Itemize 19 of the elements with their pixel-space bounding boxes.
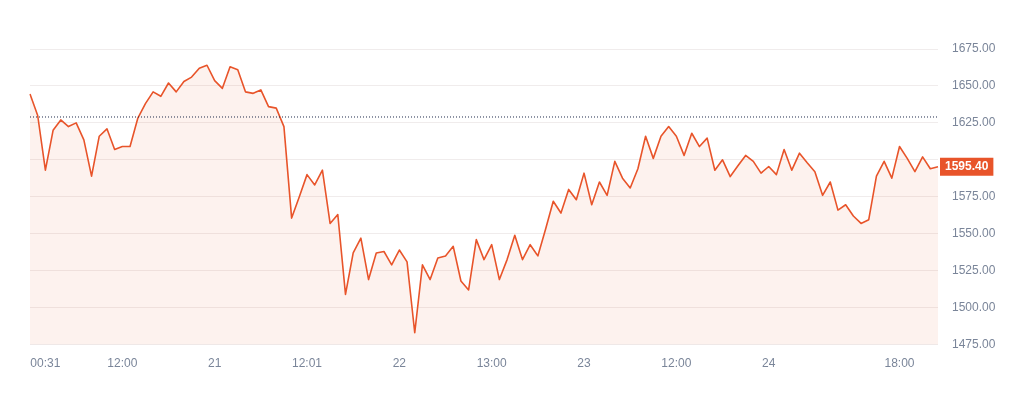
- x-tick-label: 23: [577, 356, 592, 371]
- y-tick-label: 1675.00: [952, 41, 996, 56]
- x-tick-label: 00:31: [30, 356, 61, 371]
- text: 1595.40: [945, 158, 989, 173]
- x-tick-label: 12:00: [661, 356, 692, 371]
- x-tick-label: 21: [208, 356, 222, 371]
- y-tick-label: 1575.00: [952, 189, 996, 204]
- y-tick-label: 1500.00: [952, 299, 996, 314]
- x-tick-label: 12:00: [107, 356, 138, 371]
- y-tick-label: 1525.00: [952, 263, 996, 278]
- y-tick-label: 1625.00: [952, 115, 996, 130]
- x-tick-label: 24: [762, 356, 776, 371]
- y-tick-label: 1650.00: [952, 78, 996, 93]
- y-tick-label: 1475.00: [952, 336, 996, 351]
- x-tick-label: 12:01: [292, 356, 323, 371]
- x-tick-label: 18:00: [884, 356, 915, 371]
- x-tick-label: 22: [392, 356, 407, 371]
- x-tick-label: 13:00: [476, 356, 508, 371]
- y-tick-label: 1550.00: [952, 226, 996, 241]
